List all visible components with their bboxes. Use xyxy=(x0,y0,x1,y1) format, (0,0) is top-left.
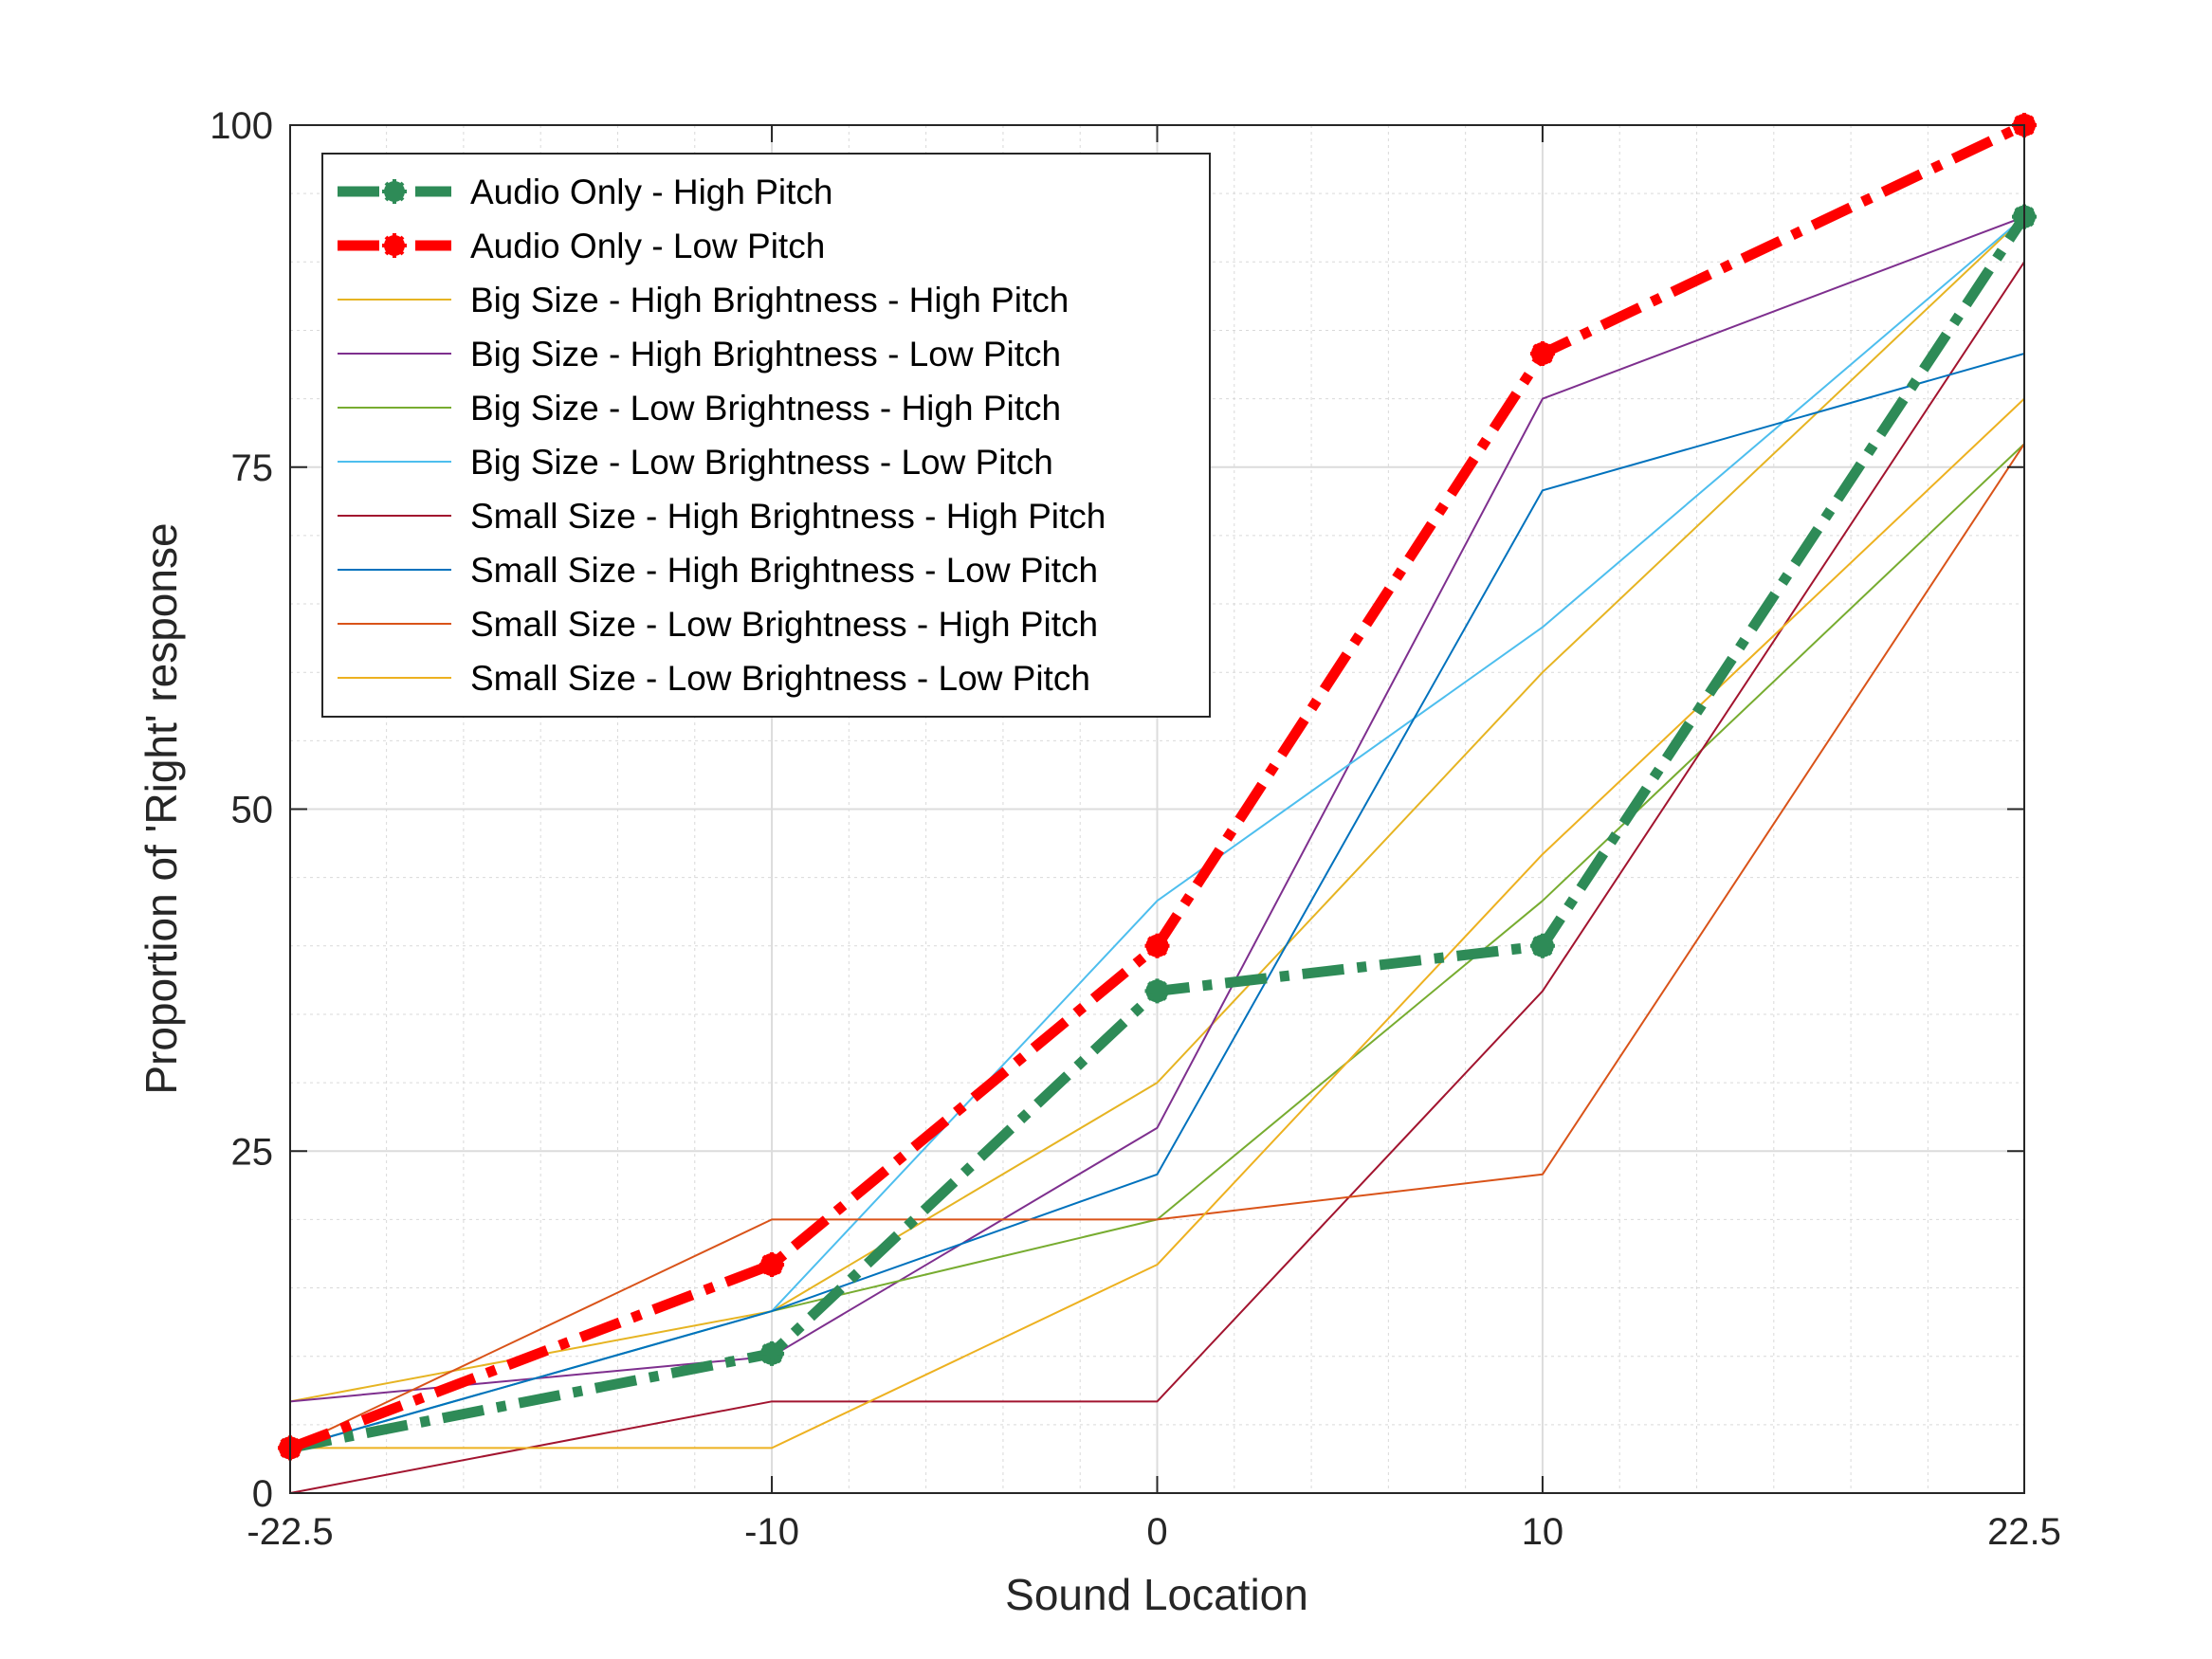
y-tick-label: 75 xyxy=(231,447,274,489)
series-4 xyxy=(289,215,2025,1403)
series-line xyxy=(289,215,2025,1403)
legend-item: Small Size - Low Brightness - Low Pitch xyxy=(338,659,1090,698)
legend-label: Small Size - Low Brightness - Low Pitch xyxy=(470,659,1090,698)
y-tick-labels: 0 25 50 75 100 xyxy=(210,105,273,1515)
series-marker-star xyxy=(1529,933,1555,958)
series-line xyxy=(290,397,2025,1449)
series-marker-star xyxy=(1529,340,1555,366)
series-8 xyxy=(289,353,2025,1449)
legend-label: Small Size - High Brightness - High Pitc… xyxy=(470,497,1106,536)
series-line xyxy=(289,261,2025,1494)
legend: Audio Only - High Pitch Audio Only - Low … xyxy=(321,153,1211,718)
legend-item: Big Size - Low Brightness - High Pitch xyxy=(338,389,1061,428)
series-marker-star xyxy=(759,1340,785,1366)
legend-label: Audio Only - High Pitch xyxy=(470,173,833,211)
x-tick-label: 22.5 xyxy=(1987,1511,2061,1553)
legend-item: Small Size - High Brightness - High Pitc… xyxy=(338,497,1106,536)
x-tick-label: -22.5 xyxy=(247,1511,333,1553)
series-marker-star xyxy=(1144,978,1170,1004)
x-tick-label: 0 xyxy=(1146,1511,1167,1553)
legend-item: Big Size - Low Brightness - Low Pitch xyxy=(338,443,1053,482)
ticks xyxy=(289,124,2025,1494)
legend-label: Big Size - High Brightness - High Pitch xyxy=(470,281,1069,319)
series-line xyxy=(289,443,2025,1449)
y-tick-label: 100 xyxy=(210,105,273,147)
legend-label: Big Size - Low Brightness - High Pitch xyxy=(470,389,1061,428)
legend-item: Small Size - Low Brightness - High Pitch xyxy=(338,605,1098,644)
series-2 xyxy=(278,113,2037,1461)
y-axis-label: Proportion of 'Right' response xyxy=(137,522,186,1094)
legend-item: Audio Only - Low Pitch xyxy=(338,227,825,265)
legend-label: Big Size - Low Brightness - Low Pitch xyxy=(470,443,1053,482)
series-marker-star xyxy=(1144,933,1170,958)
legend-item: Big Size - High Brightness - High Pitch xyxy=(338,281,1069,319)
x-tick-label: -10 xyxy=(744,1511,799,1553)
y-tick-label: 50 xyxy=(231,790,274,831)
legend-item: Small Size - High Brightness - Low Pitch xyxy=(338,551,1098,590)
legend-item: Audio Only - High Pitch xyxy=(338,173,833,211)
series-9 xyxy=(289,443,2025,1449)
series-7 xyxy=(289,261,2025,1494)
legend-marker-star xyxy=(382,233,407,258)
x-tick-labels: -22.5 -10 0 10 22.5 xyxy=(247,1511,2061,1553)
legend-label: Small Size - Low Brightness - High Pitch xyxy=(470,605,1098,644)
legend-label: Big Size - High Brightness - Low Pitch xyxy=(470,335,1061,374)
x-axis-label: Sound Location xyxy=(1005,1570,1308,1619)
series-layer xyxy=(278,113,2037,1494)
series-10 xyxy=(290,397,2025,1449)
legend-box xyxy=(321,153,1211,718)
legend-label: Audio Only - Low Pitch xyxy=(470,227,825,265)
legend-marker-star xyxy=(382,179,407,204)
series-line xyxy=(289,215,2025,1403)
y-tick-label: 0 xyxy=(252,1473,273,1515)
y-tick-label: 25 xyxy=(231,1131,274,1173)
x-tick-label: 10 xyxy=(1522,1511,1564,1553)
series-marker-star xyxy=(759,1252,785,1278)
legend-label: Small Size - High Brightness - Low Pitch xyxy=(470,551,1098,590)
series-line xyxy=(289,353,2025,1449)
legend-item: Big Size - High Brightness - Low Pitch xyxy=(338,335,1061,374)
series-3 xyxy=(289,215,2025,1403)
